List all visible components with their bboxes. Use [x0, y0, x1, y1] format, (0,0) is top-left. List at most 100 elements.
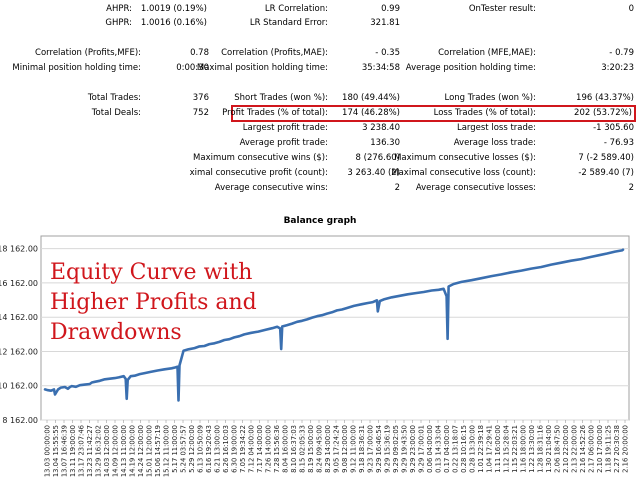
x-tick-label: 8.10 16:37:03	[290, 425, 298, 473]
x-tick-label: 13.17 23:07:46	[78, 425, 86, 477]
stat-value-corr-mfe-mae: - 0.79	[609, 48, 634, 58]
stat-value-short-trades: 180 (49.44%)	[342, 93, 400, 103]
x-tick-label: 13.29 16:32:02	[95, 425, 103, 477]
x-tick-label: 9.29 16:46:54	[375, 425, 383, 473]
x-tick-label: 9.29 15:36:19	[384, 425, 392, 473]
x-tick-label: 13.07 16:46:39	[61, 425, 69, 477]
x-tick-label: 0.28 13:30:00	[469, 425, 477, 473]
x-tick-label: 1.04 17:29:41	[486, 425, 494, 473]
x-tick-label: 0.17 04:00:00	[443, 425, 451, 473]
y-tick-label: 10 162.00	[0, 382, 38, 391]
x-tick-label: 2.13 22:00:00	[571, 425, 579, 473]
x-tick-label: 14.24 12:00:00	[137, 425, 145, 477]
stat-value-max-consec-wins: 8 (276.60)	[355, 153, 400, 163]
overlay-line: Equity Curve with	[50, 260, 253, 285]
x-tick-label: 14.09 12:00:00	[112, 425, 120, 477]
stat-value-total-trades: 376	[192, 93, 209, 103]
x-tick-label: 2.27 20:30:38	[613, 425, 621, 473]
x-tick-label: 2.16 14:52:26	[579, 425, 587, 473]
stat-value-avg-loss: - 76.93	[603, 138, 634, 148]
y-tick-label: 16 162.00	[0, 279, 38, 288]
stat-label-short-trades: Short Trades (won %):	[234, 93, 328, 103]
chart-title: Balance graph	[283, 216, 357, 226]
stat-label-lr-standard-error: LR Standard Error:	[249, 18, 328, 28]
stat-value-max-consec-losses: 7 (-2 589.40)	[578, 153, 634, 163]
x-tick-label: 0.22 13:18:07	[452, 425, 460, 473]
stat-value-loss-trades: 202 (53.72%)	[574, 108, 632, 118]
x-tick-label: 1.18 19:11:25	[605, 425, 613, 473]
x-tick-label: 0.28 10:16:15	[460, 425, 468, 473]
stat-value-avg-consec-losses: 2	[628, 183, 634, 193]
x-tick-label: 9.05 17:24:24	[333, 425, 341, 473]
stat-label-max-consec-loss: Maximal consecutive loss (count):	[391, 168, 536, 178]
stat-value-max-consec-loss: -2 589.40 (7)	[578, 168, 634, 178]
x-tick-label: 9.29 19:43:50	[401, 425, 409, 473]
stat-value-lr-correlation: 0.99	[381, 4, 400, 14]
x-tick-label: 1.22 13:30:00	[528, 425, 536, 473]
stat-value-largest-profit: 3 238.40	[362, 123, 400, 133]
x-tick-label: 2.10 17:00:00	[596, 425, 604, 473]
stat-label-total-trades: Total Trades:	[87, 93, 141, 103]
overlay-line: Drawdowns	[50, 320, 182, 345]
x-tick-label: 5.17 11:00:00	[171, 425, 179, 473]
stat-value-max-holding-time: 35:34:58	[361, 63, 400, 73]
stat-label-avg-consec-losses: Average consecutive losses:	[415, 183, 536, 193]
highlight-box	[231, 105, 636, 122]
stat-value-ontester-result: 0	[628, 4, 634, 14]
x-tick-label: 15.12 11:00:00	[163, 425, 171, 477]
x-tick-label: 13.11 19:00:00	[69, 425, 77, 477]
stat-label-min-holding-time: Minimal position holding time:	[12, 63, 141, 73]
stat-value-long-trades: 196 (43.37%)	[576, 93, 634, 103]
stat-value-corr-profits-mae: - 0.35	[375, 48, 400, 58]
x-tick-label: 14.03 12:00:00	[103, 425, 111, 477]
x-tick-label: 1.30 21:04:00	[545, 425, 553, 473]
x-tick-label: 13.04 15:55:55	[52, 425, 60, 477]
stat-label-avg-consec-wins: Average consecutive wins:	[214, 183, 328, 193]
x-tick-label: 1.12 15:28:04	[503, 425, 511, 473]
y-tick-label: 8 162.00	[2, 416, 38, 425]
x-tick-label: 7.28 15:56:36	[273, 425, 281, 473]
overlay-annotation: Equity Curve with Higher Profits and Dra…	[50, 258, 257, 348]
x-tick-label: 7.17 14:00:00	[256, 425, 264, 473]
stat-value-lr-standard-error: 321.81	[370, 18, 400, 28]
balance-line	[43, 248, 625, 402]
stat-value-avg-profit: 136.30	[370, 138, 400, 148]
x-tick-label: 7.05 19:34:22	[239, 425, 247, 473]
x-tick-label: 6.16 19:20:43	[205, 425, 213, 473]
stat-label-max-consec-profit: ximal consecutive profit (count):	[189, 168, 328, 178]
x-tick-label: 1.11 16:00:00	[494, 425, 502, 473]
stat-value-corr-profits-mfe: 0.78	[190, 48, 209, 58]
x-tick-label: 7.12 04:00:00	[248, 425, 256, 473]
stat-label-corr-mfe-mae: Correlation (MFE,MAE):	[438, 48, 536, 58]
stat-label-loss-trades: Loss Trades (% of total):	[433, 108, 536, 118]
x-tick-label: 6.26 16:10:03	[222, 425, 230, 473]
x-tick-label: 1.15 22:03:21	[511, 425, 519, 473]
stat-label-avg-profit: Average profit trade:	[239, 138, 328, 148]
x-tick-label: 2.17 06:00:00	[588, 425, 596, 473]
x-tick-label: 14.13 11:00:00	[120, 425, 128, 477]
x-tick-label: 1.28 18:31:16	[537, 425, 545, 473]
x-tick-label: 2.06 18:47:50	[554, 425, 562, 473]
x-tick-label: 8.24 09:45:00	[316, 425, 324, 473]
x-tick-label: 14.19 12:00:00	[129, 425, 137, 477]
x-tick-label: 6.13 10:50:09	[197, 425, 205, 473]
x-tick-label: 5.24 03:57:57	[180, 425, 188, 473]
stat-label-avg-loss: Average loss trade:	[453, 138, 536, 148]
stat-label-largest-loss: Largest loss trade:	[456, 123, 536, 133]
stat-value-avg-consec-wins: 2	[394, 183, 400, 193]
stat-label-largest-profit: Largest profit trade:	[242, 123, 328, 133]
x-tick-label: 1.01 22:39:18	[477, 425, 485, 473]
x-tick-label: 1.16 18:00:00	[520, 425, 528, 473]
overlay-line: Higher Profits and	[50, 290, 257, 315]
x-tick-label: 0.13 14:33:04	[435, 425, 443, 473]
x-tick-label: 5.29 12:00:00	[188, 425, 196, 473]
stat-label-corr-profits-mae: Correlation (Profits,MAE):	[221, 48, 328, 58]
stat-value-max-consec-profit: 3 263.40 (2)	[347, 168, 400, 178]
stat-label-max-consec-losses: Maximum consecutive losses ($):	[394, 153, 536, 163]
stat-label-corr-profits-mfe: Correlation (Profits,MFE):	[35, 48, 141, 58]
stat-label-ahpr: AHPR:	[106, 4, 132, 14]
x-tick-label: 8.29 14:00:00	[324, 425, 332, 473]
x-tick-label: 9.08 12:00:00	[341, 425, 349, 473]
stat-label-max-consec-wins: Maximum consecutive wins ($):	[193, 153, 328, 163]
plot-frame	[40, 235, 630, 421]
